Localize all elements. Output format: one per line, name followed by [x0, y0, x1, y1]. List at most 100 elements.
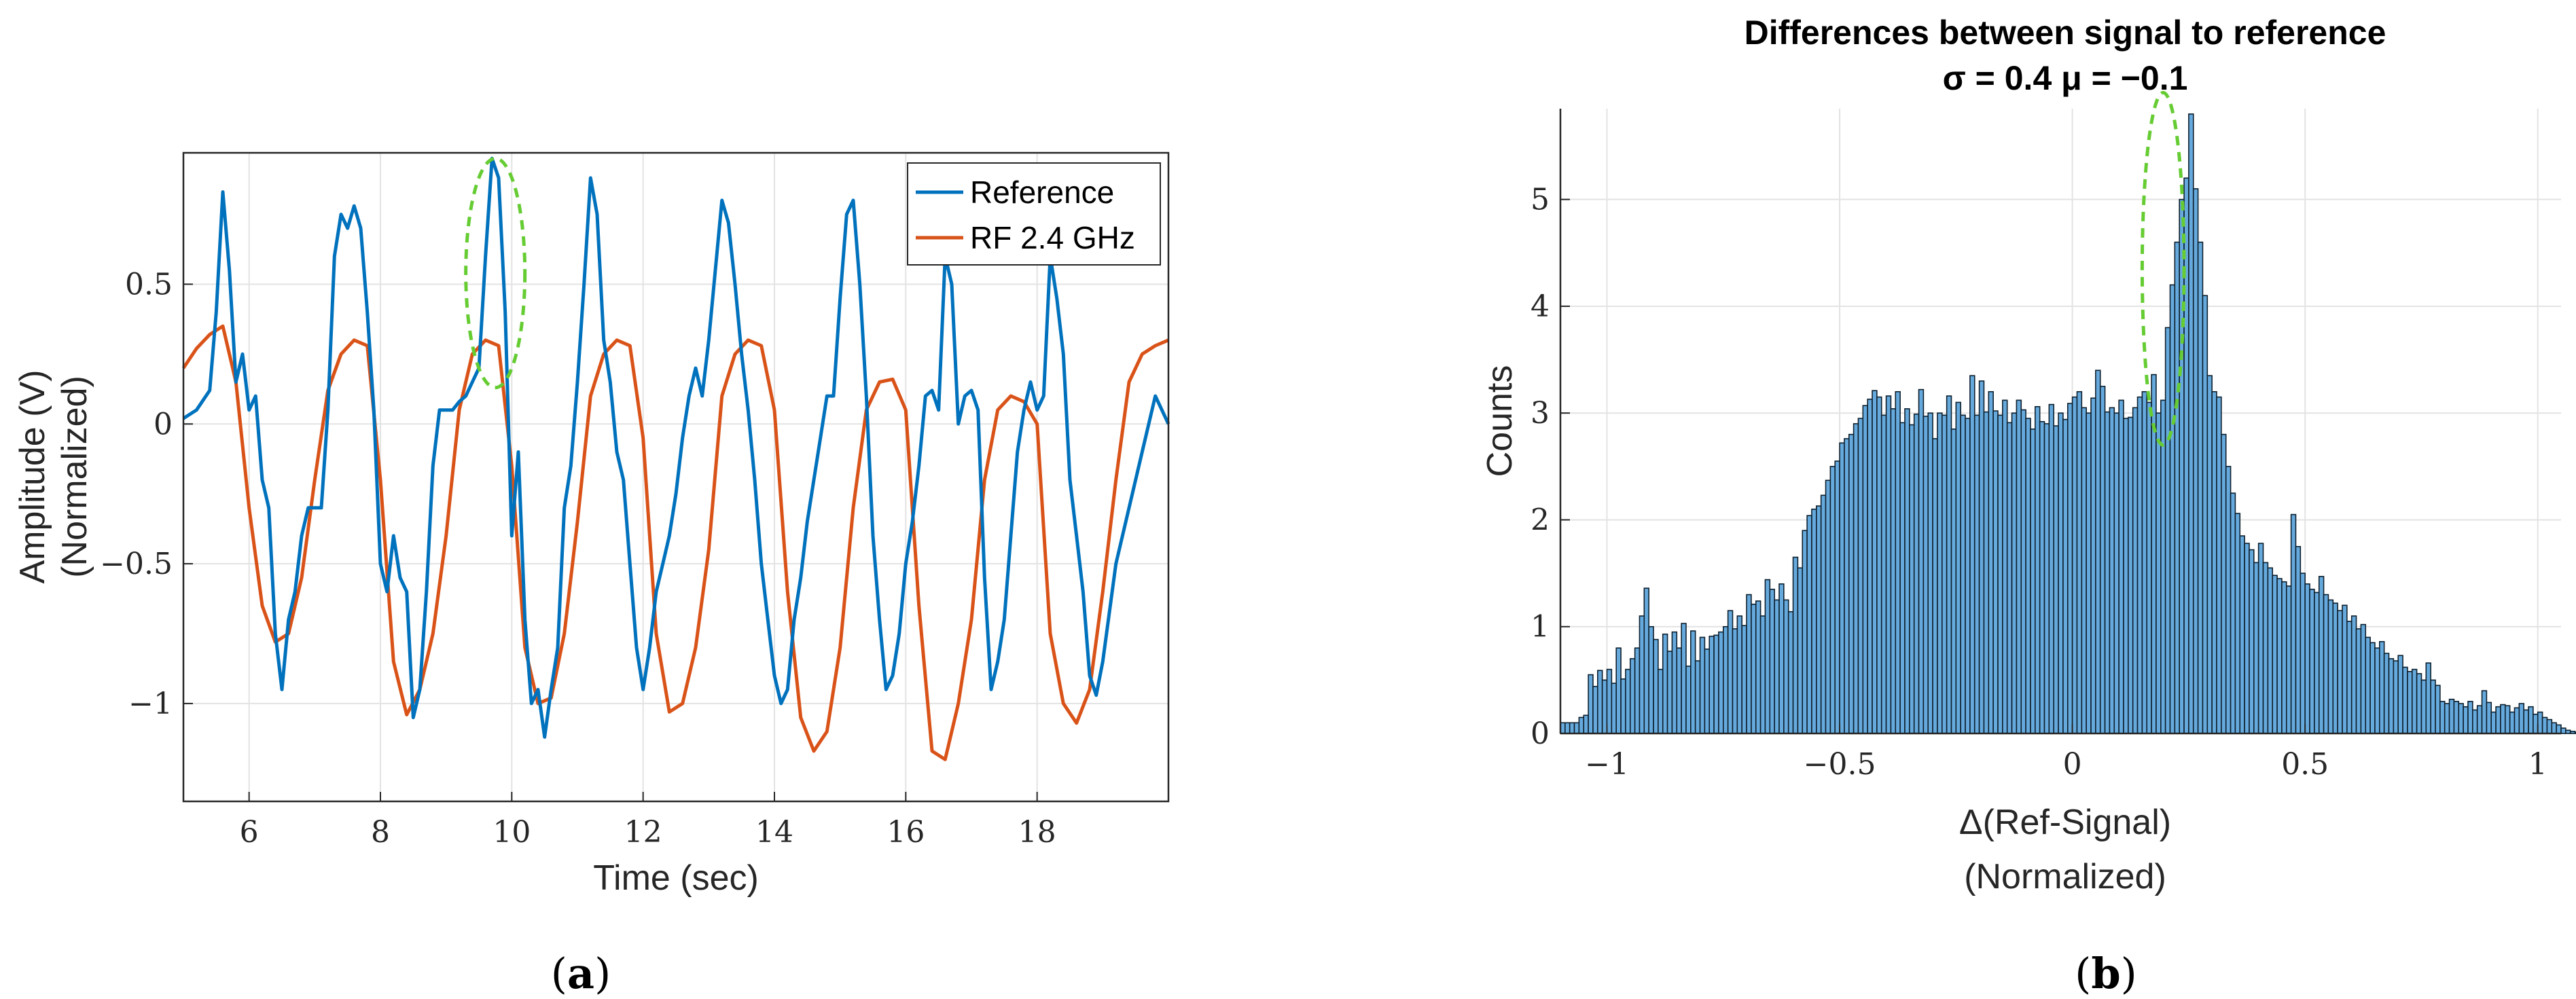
histogram-bar — [1839, 442, 1845, 734]
histogram-bar — [2025, 418, 2031, 734]
histogram-bar — [2160, 399, 2166, 734]
histogram-bar — [1811, 508, 1817, 734]
histogram-bar — [2249, 549, 2255, 734]
histogram-bar — [2086, 412, 2092, 734]
histogram-bar — [1802, 530, 1808, 734]
histogram-bar — [2533, 713, 2539, 734]
histogram-bar — [2565, 729, 2571, 734]
histogram-bar — [2225, 466, 2232, 734]
histogram-bar — [1806, 515, 1812, 734]
annotation-layer — [2140, 90, 2186, 447]
histogram-bar — [2272, 575, 2278, 734]
histogram-bar — [2058, 412, 2064, 734]
histogram-bar — [2202, 295, 2208, 734]
histogram-bar — [1983, 411, 1990, 734]
x-tick-label: 8 — [371, 815, 390, 850]
histogram-bar — [1820, 494, 1827, 734]
histogram-bar — [1564, 722, 1571, 734]
histogram-bar — [2528, 706, 2534, 734]
legend[interactable]: Reference RF 2.4 GHz — [907, 162, 1161, 266]
histogram-bar — [1690, 630, 1696, 734]
histogram-bar — [1658, 668, 1664, 734]
chart-title: Differences between signal to reference — [1745, 14, 2386, 52]
histogram-bar — [1685, 666, 1692, 734]
histogram-bar — [2318, 576, 2325, 734]
histogram-bar — [2523, 709, 2529, 734]
histogram-bar — [2556, 724, 2562, 734]
histogram-bar — [2402, 666, 2408, 734]
y-tick-label: 0 — [1531, 716, 1550, 751]
histogram-bar — [2006, 422, 2013, 734]
histogram-bar — [1615, 647, 1622, 734]
x-tick-label: 0.5 — [2281, 747, 2329, 782]
histogram-bar — [2350, 615, 2357, 734]
series-line-rf-2-4-ghz — [181, 324, 1169, 761]
line-chart-panel: 6 8 10 12 14 16 18 0.5 0 −0.5 −1 Reference RF 2.4 … — [13, 151, 1170, 998]
x-tick-label: 16 — [887, 815, 925, 850]
histogram-bar — [2304, 583, 2310, 734]
histogram-bar — [1694, 660, 1701, 734]
x-tick-label: 10 — [493, 815, 531, 850]
histogram-bar — [1699, 636, 1706, 734]
histogram-bar — [2123, 418, 2129, 734]
histogram-bar — [2011, 412, 2018, 734]
histogram-bar — [2206, 375, 2213, 734]
x-tick-label: 6 — [240, 815, 259, 850]
histogram-bar — [1769, 588, 1775, 734]
histogram-bar — [1844, 438, 1850, 734]
histogram-bar — [2043, 423, 2050, 734]
series-layer — [181, 156, 1170, 761]
histogram-bar — [1583, 714, 1589, 734]
histogram-bar — [1857, 418, 1864, 734]
histogram-bar — [1620, 678, 1626, 734]
histogram-bar — [2560, 727, 2566, 734]
histogram-bar — [2551, 722, 2557, 734]
histogram-bar — [2192, 188, 2199, 734]
histogram-bar — [2221, 433, 2227, 734]
histogram-bar — [2090, 397, 2096, 734]
panel-caption-b: (b) — [2075, 949, 2137, 998]
histogram-bar — [1973, 414, 1980, 734]
histogram-bar — [1662, 633, 1668, 734]
histogram-bar — [2500, 704, 2506, 734]
histogram-bar — [2518, 703, 2524, 734]
histogram-bar — [2514, 707, 2520, 734]
panel-caption-a: (a) — [551, 949, 611, 998]
histogram-bar — [1573, 722, 1580, 734]
histogram-bar — [1606, 668, 1613, 734]
histogram-bar — [1666, 651, 1673, 734]
histogram-bar — [1904, 408, 1910, 734]
y-tick-label: −0.5 — [100, 547, 173, 581]
histogram-bar — [1643, 587, 1649, 734]
histogram-bar — [1918, 388, 1925, 734]
histogram-bar — [1625, 668, 1631, 734]
histogram-bar — [1578, 716, 1585, 734]
histogram-bar — [1681, 623, 1687, 734]
histogram-bar — [1937, 412, 1943, 734]
histogram-bar — [2183, 177, 2189, 734]
histogram-bar — [1634, 647, 1641, 734]
histogram-bar — [2048, 403, 2055, 734]
histogram-bar — [2444, 703, 2450, 734]
histogram-bar — [2276, 578, 2283, 734]
histogram-bar — [2472, 709, 2478, 734]
histogram-bar — [2504, 705, 2511, 734]
histogram-bar — [2379, 640, 2385, 734]
histogram-bar — [2267, 567, 2274, 734]
histogram-bar — [1880, 414, 1887, 734]
histogram-bar — [2118, 399, 2124, 734]
tick-layer: 6 8 10 12 14 16 18 0.5 0 −0.5 −1 — [100, 267, 1056, 850]
histogram-bar — [1778, 583, 1785, 734]
histogram-bar — [1709, 636, 1715, 734]
histogram-bar — [1629, 658, 1636, 734]
histogram-bar — [2239, 535, 2245, 734]
histogram-bar — [2295, 545, 2302, 734]
histogram-bar — [2016, 399, 2022, 734]
histogram-bar — [2136, 396, 2143, 734]
histogram-bar — [2002, 399, 2008, 734]
histogram-bar — [1718, 631, 1724, 734]
histogram-bar — [2257, 543, 2264, 734]
histogram-bar — [2495, 706, 2501, 734]
histogram-bar — [1597, 670, 1603, 734]
histogram-bar — [1955, 401, 1962, 734]
